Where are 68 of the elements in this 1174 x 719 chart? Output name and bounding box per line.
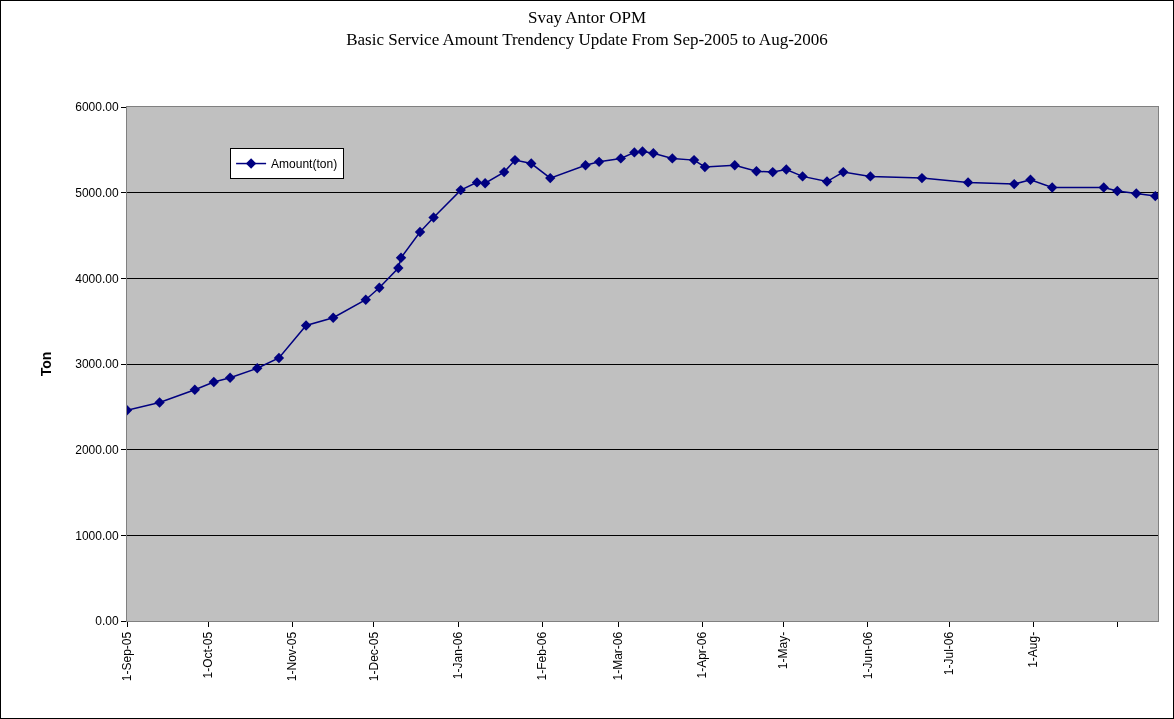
- point: [767, 166, 778, 178]
- point: [637, 146, 648, 157]
- chart-subtitle: Basic Service Amount Trendency Update From Sep-2005 to Aug-2006: [346, 29, 828, 49]
- y-tick-label: 3000.00: [75, 357, 119, 372]
- point: [1112, 185, 1123, 197]
- point: [395, 252, 407, 263]
- point: [797, 171, 808, 182]
- point: [1025, 174, 1036, 186]
- y-tick-label: 0.00: [95, 614, 119, 629]
- point: [328, 312, 339, 323]
- y-tick-label: 6000.00: [75, 100, 119, 115]
- x-tick-label: 1-Jun-06: [860, 631, 875, 680]
- y-tick-label: 1000.00: [75, 528, 119, 543]
- x-tick-label: 1-Dec-05: [366, 631, 381, 682]
- point: [393, 262, 404, 274]
- point: [414, 226, 426, 238]
- point: [648, 148, 659, 159]
- chart-title: Svay Antor OPM: [527, 7, 647, 27]
- point: [699, 161, 711, 173]
- point: [865, 171, 876, 182]
- point: [374, 282, 385, 293]
- point: [545, 172, 556, 184]
- point: [479, 178, 491, 189]
- y-tick-label: 2000.00: [75, 442, 119, 457]
- point: [751, 166, 762, 177]
- point: [428, 212, 439, 223]
- legend-label: Amount(ton): [271, 157, 338, 172]
- point: [629, 147, 640, 158]
- point: [593, 156, 605, 168]
- point: [224, 372, 236, 383]
- point: [962, 177, 974, 188]
- point: [154, 397, 165, 408]
- point: [1098, 182, 1109, 193]
- point: [252, 363, 263, 374]
- point: [273, 352, 285, 364]
- point: [688, 154, 700, 166]
- point: [838, 166, 849, 178]
- point: [821, 176, 833, 187]
- point: [729, 160, 740, 171]
- point: [360, 294, 371, 305]
- x-tick-label: 1-Jul-06: [941, 631, 956, 676]
- x-tick-label: 1-Sep-05: [119, 631, 134, 682]
- point: [1009, 178, 1020, 190]
- x-tick-label: 1-Feb-06: [535, 631, 550, 681]
- x-tick-label: 1-Apr-06: [695, 631, 710, 679]
- point: [667, 153, 678, 164]
- x-tick-label: 1-Mar-06: [610, 631, 625, 681]
- point: [1131, 188, 1142, 199]
- point: [455, 184, 466, 196]
- point: [781, 164, 792, 175]
- point: [498, 166, 510, 178]
- y-tick-label: 4000.00: [75, 271, 119, 286]
- point: [580, 160, 591, 171]
- y-axis-title: Ton: [37, 351, 54, 377]
- point: [300, 320, 312, 331]
- point: [208, 376, 220, 388]
- point: [916, 172, 928, 184]
- x-tick-label: 1-Oct-05: [201, 631, 216, 679]
- point: [1046, 182, 1058, 193]
- x-tick-label: 1-Jan-06: [450, 631, 465, 680]
- point: [189, 384, 201, 395]
- y-tick-label: 5000.00: [75, 185, 119, 200]
- point: [526, 158, 537, 169]
- x-tick-label: 1-Nov-05: [285, 631, 300, 682]
- x-tick-label: 1-May-: [776, 631, 791, 670]
- point: [509, 154, 521, 166]
- point: [615, 153, 626, 164]
- x-tick-label: 1-Aug-: [1026, 631, 1041, 668]
